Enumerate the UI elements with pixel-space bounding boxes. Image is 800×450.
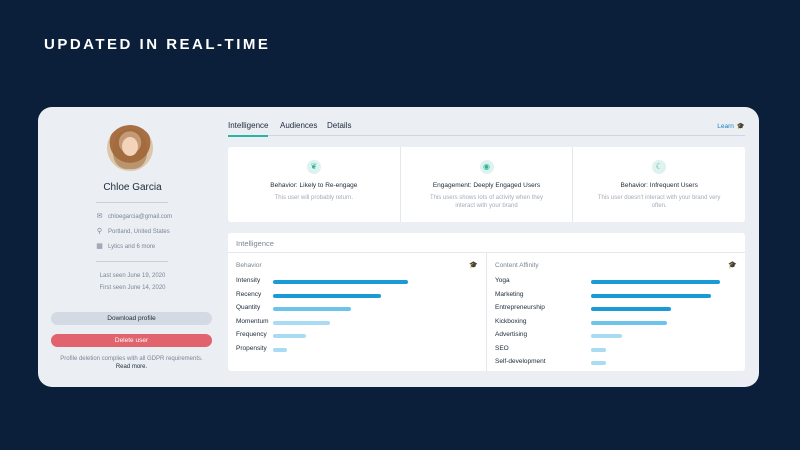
envelope-icon: ✉ <box>96 213 103 220</box>
location-text: Portland, United States <box>108 228 170 235</box>
bar-row: Momentum <box>236 318 476 327</box>
bar-row: Marketing <box>495 291 735 300</box>
tab-intelligence[interactable]: Intelligence <box>228 121 269 137</box>
bar-fill <box>591 307 671 311</box>
tab-bar: Intelligence Audiences Details Learn 🎓 <box>228 121 745 137</box>
content-affinity-column: Content Affinity 🎓 Yoga Marketing Entrepre… <box>487 253 745 371</box>
bar-row: Intensity <box>236 277 476 286</box>
content-affinity-heading: Content Affinity <box>495 262 539 269</box>
bar-row: Kickboxing <box>495 318 735 327</box>
bar-row: Entrepreneurship <box>495 304 735 313</box>
bar-fill <box>591 361 606 365</box>
bar-label: Momentum <box>236 317 269 325</box>
bar-label: Marketing <box>495 290 524 298</box>
bar-label: SEO <box>495 344 509 352</box>
divider <box>96 202 168 203</box>
segment-desc: This users shows lots of activity when t… <box>429 195 544 209</box>
first-seen: First seen June 14, 2020 <box>99 285 166 291</box>
tab-details[interactable]: Details <box>327 121 352 130</box>
learn-label: Learn <box>717 122 734 130</box>
bar-row: Self-development <box>495 358 735 367</box>
bar-fill <box>273 293 381 298</box>
bar-fill <box>591 280 720 284</box>
bar-fill <box>273 347 287 352</box>
bar-label: Advertising <box>495 331 528 338</box>
segment-card[interactable]: ◉ Engagement: Deeply Engaged Users This … <box>401 147 574 222</box>
bar-label: Self-development <box>495 358 546 365</box>
bar-fill <box>591 347 606 352</box>
gdpr-note: Profile deletion complies with all GDPR … <box>51 355 212 371</box>
graduation-cap-icon: 🎓 <box>736 123 745 130</box>
bar-fill <box>273 320 330 325</box>
segment-title: Behavior: Likely to Re-engage <box>270 182 358 189</box>
bar-row: Propensity <box>236 345 476 354</box>
bar-row: Frequency <box>236 331 476 340</box>
bar-row: Advertising <box>495 331 735 340</box>
avatar <box>107 125 153 171</box>
email-text: chloegarcia@gmail.com <box>108 213 173 220</box>
segment-card[interactable]: ❦ Behavior: Likely to Re-engage This use… <box>228 147 401 222</box>
bar-row: Quantity <box>236 304 476 313</box>
intelligence-panel: Intelligence Behavior 🎓 Intensity Recency… <box>228 233 745 371</box>
bar-label: Intensity <box>236 277 261 284</box>
gdpr-text: Profile deletion complies with all GDPR … <box>60 356 203 362</box>
download-profile-button[interactable]: Download profile <box>51 312 212 325</box>
delete-user-button[interactable]: Delete user <box>51 334 212 347</box>
bar-row: Yoga <box>495 277 735 286</box>
learn-link[interactable]: Learn 🎓 <box>717 122 745 131</box>
bar-label: Frequency <box>236 331 267 338</box>
bar-fill <box>591 293 711 298</box>
divider <box>96 261 168 262</box>
bar-row: SEO <box>495 345 735 354</box>
segment-title: Engagement: Deeply Engaged Users <box>432 182 541 189</box>
segment-desc: This user will probably return. <box>274 195 354 201</box>
target-icon: ◉ <box>479 160 494 174</box>
profile-sidebar: Chloe Garcia ✉ chloegarcia@gmail.com ⚲ P… <box>38 107 227 387</box>
bar-label: Entrepreneurship <box>495 304 545 311</box>
page-headline: UPDATED IN REAL-TIME <box>44 36 271 53</box>
email-row: ✉ chloegarcia@gmail.com <box>96 213 173 220</box>
bar-label: Kickboxing <box>495 317 527 325</box>
segment-desc: This user doesn't interact with your bra… <box>597 195 721 209</box>
bar-fill <box>273 280 408 284</box>
company-text: Lytics and 6 more <box>108 243 156 250</box>
sleeping-icon: ☾ <box>652 160 667 174</box>
location-pin-icon: ⚲ <box>96 228 103 235</box>
bar-row: Recency <box>236 291 476 300</box>
segment-title: Behavior: Infrequent Users <box>620 182 698 189</box>
bar-label: Yoga <box>495 277 510 284</box>
last-seen: Last seen June 19, 2020 <box>99 273 166 279</box>
profile-name: Chloe Garcia <box>103 182 162 193</box>
read-more-link[interactable]: Read more. <box>115 364 148 370</box>
bar-fill <box>591 334 622 338</box>
bar-label: Quantity <box>236 304 261 311</box>
bar-label: Propensity <box>236 344 267 352</box>
tab-audiences[interactable]: Audiences <box>280 121 318 130</box>
behavior-heading: Behavior <box>236 262 262 269</box>
bar-fill <box>273 334 306 338</box>
location-row: ⚲ Portland, United States <box>96 228 170 235</box>
company-row: ▦ Lytics and 6 more <box>96 243 155 250</box>
building-icon: ▦ <box>96 243 103 250</box>
bar-fill <box>273 307 351 311</box>
sprout-icon: ❦ <box>306 160 321 174</box>
profile-card: Chloe Garcia ✉ chloegarcia@gmail.com ⚲ P… <box>38 107 759 387</box>
bar-label: Recency <box>236 290 262 298</box>
graduation-cap-icon[interactable]: 🎓 <box>469 262 478 269</box>
behavior-column: Behavior 🎓 Intensity Recency Quantity Momen… <box>228 253 487 371</box>
segments-panel: ❦ Behavior: Likely to Re-engage This use… <box>228 147 745 222</box>
graduation-cap-icon[interactable]: 🎓 <box>728 262 737 269</box>
intelligence-title: Intelligence <box>236 239 274 248</box>
bar-fill <box>591 320 667 325</box>
segment-card[interactable]: ☾ Behavior: Infrequent Users This user d… <box>573 147 745 222</box>
